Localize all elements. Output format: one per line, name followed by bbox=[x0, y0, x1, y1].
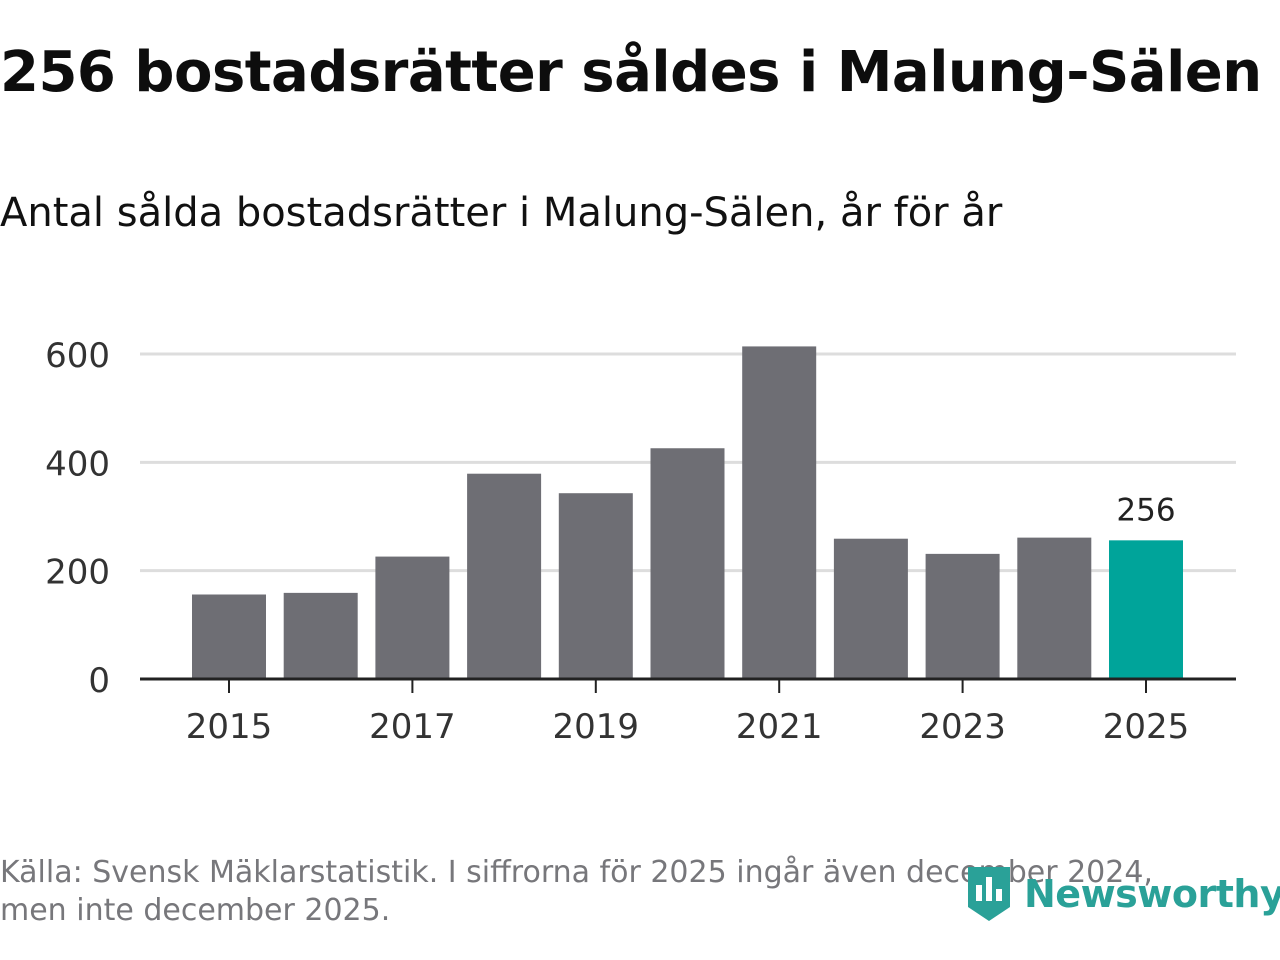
x-tick-label-2019: 2019 bbox=[553, 707, 640, 747]
y-tick-label-400: 400 bbox=[45, 444, 110, 484]
x-tick-label-2021: 2021 bbox=[736, 707, 823, 747]
source-note: Källa: Svensk Mäklarstatistik. I siffror… bbox=[0, 854, 1240, 930]
bar-2020 bbox=[650, 448, 725, 679]
chart-subtitle: Antal sålda bostadsrätter i Malung-Sälen… bbox=[0, 190, 1003, 236]
newsworthy-logo: Newsworthy bbox=[964, 862, 1280, 926]
y-tick-label-0: 0 bbox=[88, 661, 110, 701]
bar-2015 bbox=[192, 594, 266, 679]
bar-2025 bbox=[1109, 540, 1183, 679]
bar-2023 bbox=[925, 553, 1000, 679]
bar-2022 bbox=[833, 538, 908, 679]
bar-2024 bbox=[1017, 537, 1092, 679]
data-label-2025: 256 bbox=[1116, 492, 1175, 528]
bar-2017 bbox=[375, 556, 450, 679]
source-line-2: men inte december 2025. bbox=[0, 893, 391, 928]
x-tick-label-2023: 2023 bbox=[919, 707, 1006, 747]
bar-2021 bbox=[742, 346, 817, 679]
newsworthy-logo-icon bbox=[968, 867, 1010, 921]
y-tick-label-600: 600 bbox=[45, 336, 110, 376]
source-line-1: Källa: Svensk Mäklarstatistik. I siffror… bbox=[0, 855, 1153, 890]
x-tick-label-2015: 2015 bbox=[186, 707, 273, 747]
chart-title: 256 bostadsrätter såldes i Malung-Sälen bbox=[0, 40, 1262, 105]
y-tick-label-200: 200 bbox=[45, 553, 110, 593]
bar-2016 bbox=[283, 592, 358, 679]
x-tick-label-2025: 2025 bbox=[1103, 707, 1190, 747]
bar-2018 bbox=[467, 473, 542, 679]
newsworthy-logo-text: Newsworthy bbox=[1024, 872, 1280, 916]
x-tick-label-2017: 2017 bbox=[369, 707, 456, 747]
bar-2019 bbox=[558, 493, 633, 679]
